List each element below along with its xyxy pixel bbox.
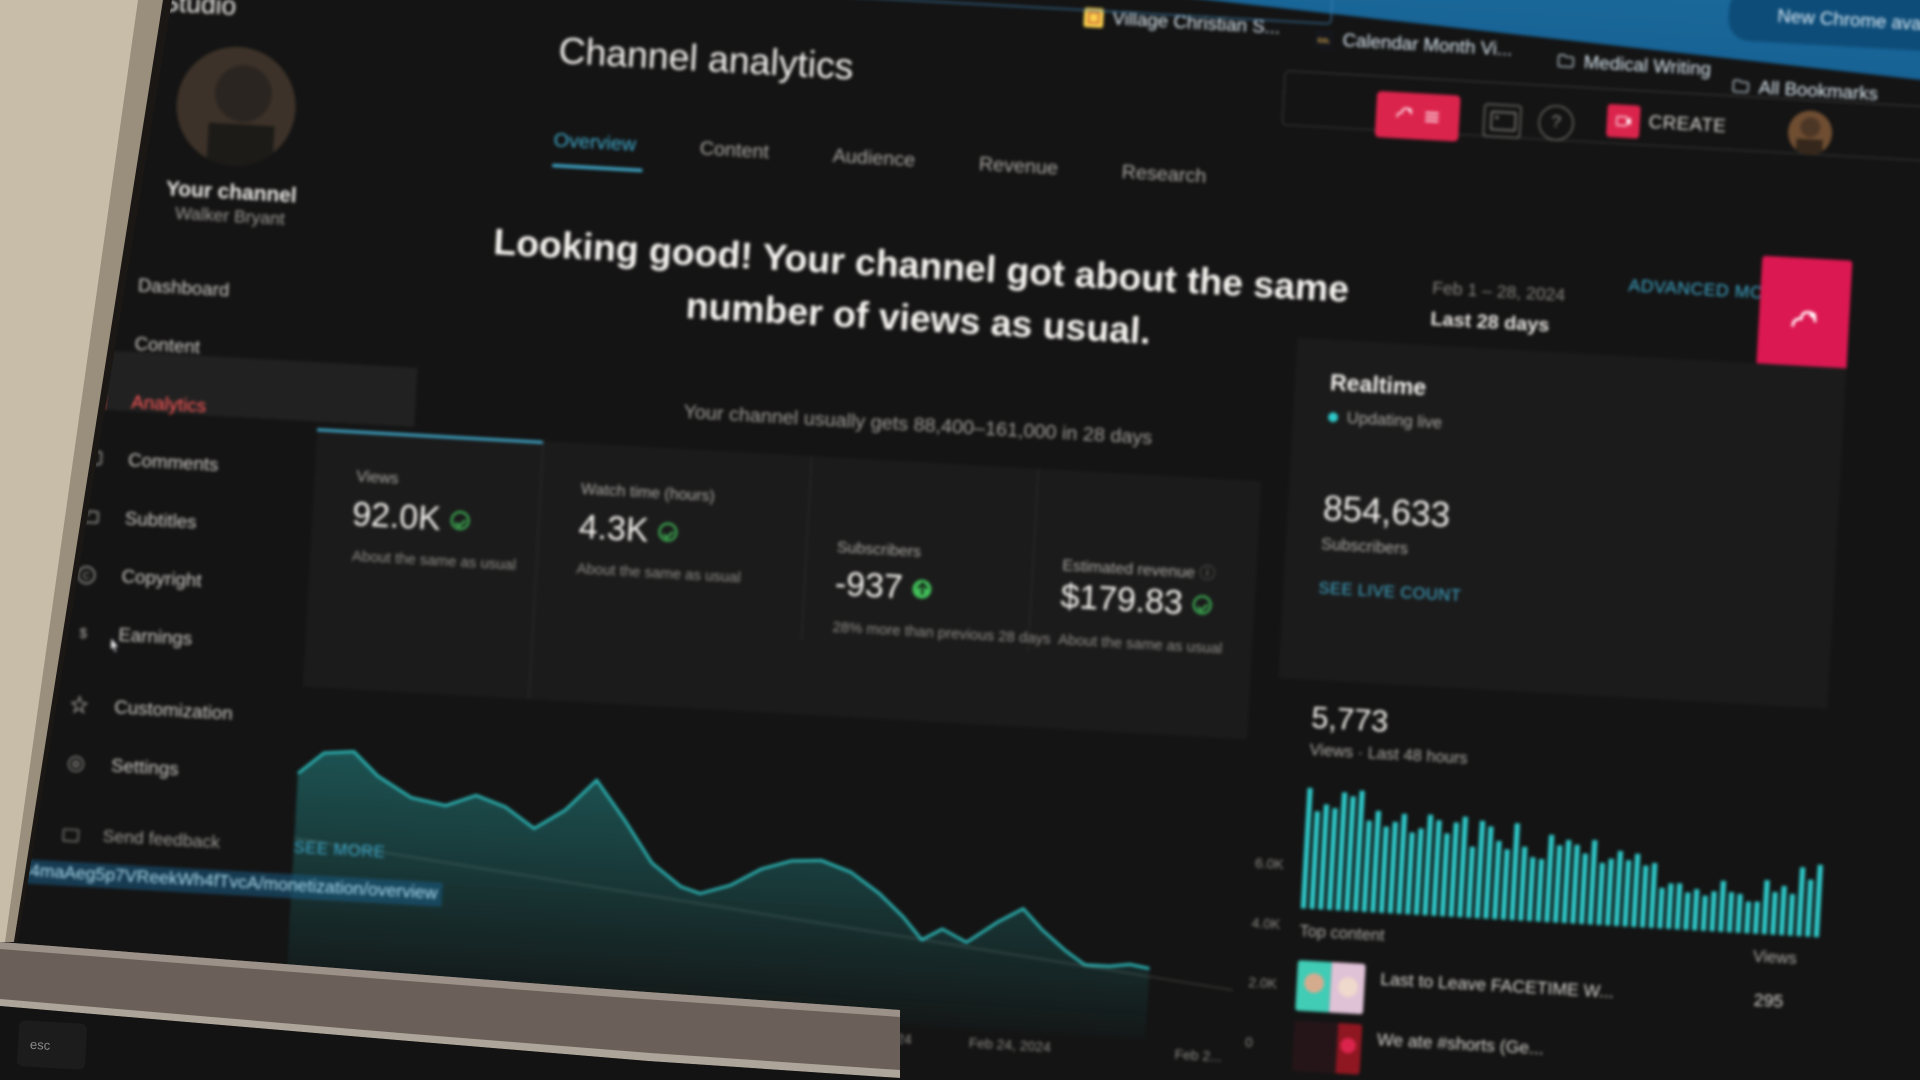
svg-text:D2L: D2L [1317,37,1330,45]
svg-text:$: $ [79,626,88,641]
svg-text:C: C [82,571,90,582]
